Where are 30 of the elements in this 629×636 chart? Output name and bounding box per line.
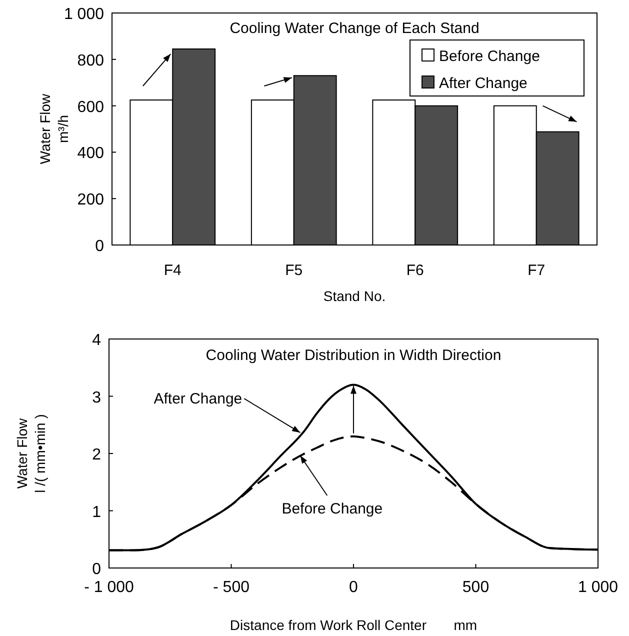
y-tick-label: 4 [92,332,102,349]
x-tick-label: F7 [528,262,546,279]
text: Cooling Water Change of Each Stand [230,20,480,37]
y-tick-label: 600 [77,98,104,116]
y-tick-label: 1 000 [64,6,104,23]
x-tick-label: F6 [406,262,424,279]
text: Cooling Water Distribution in Width Direction [206,347,502,364]
y-tick-label: 0 [92,561,102,578]
y-tick-label: 2 [92,446,102,464]
x-tick-label: 1 000 [578,579,618,596]
legend-label: After Change [439,75,528,92]
x-tick-label: 0 [349,579,358,596]
y-tick-label: 3 [92,389,102,406]
x-axis-title: Distance from Work Roll Center mm [230,617,478,633]
x-tick-label: 500 [462,579,490,596]
x-axis-title: Stand No. [323,288,386,304]
x-tick-label: F4 [164,262,182,279]
x-tick-label: - 1 000 [84,579,134,596]
x-tick-label: F5 [285,262,303,279]
y-tick-label: 1 [92,504,102,521]
y-tick-label: 0 [95,238,104,255]
y-tick-label: 800 [77,52,104,70]
y-axis-title: Water Flow l /( mm•min ) [14,414,48,493]
annotation: Before Change [282,500,383,518]
legend-label: Before Change [439,48,540,65]
y-axis-title: Water Flow m³/h [37,92,71,164]
y-tick-label: 400 [77,145,104,162]
x-tick-label: - 500 [213,579,250,596]
annotation: After Change [154,390,242,408]
y-tick-label: 200 [77,192,104,209]
